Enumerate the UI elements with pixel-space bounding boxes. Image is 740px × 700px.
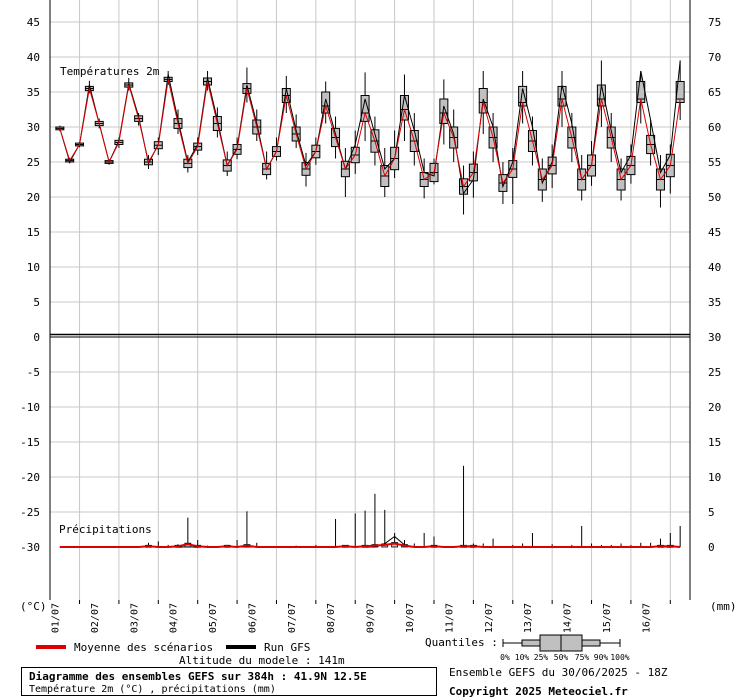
left-tick-label: 20 xyxy=(27,191,40,204)
quantile-diagram xyxy=(502,634,621,652)
quantile-tick-label: 50% xyxy=(554,653,569,662)
right-tick-label: 70 xyxy=(708,51,721,64)
left-tick-label: 45 xyxy=(27,16,40,29)
quantile-tick-label: 75% xyxy=(575,653,590,662)
date-label: 04/07 xyxy=(169,603,180,633)
date-label: 12/07 xyxy=(484,603,495,633)
left-tick-label: -15 xyxy=(20,436,40,449)
temp-box xyxy=(439,98,449,124)
left-tick-label: 15 xyxy=(27,226,40,239)
date-label: 10/07 xyxy=(405,603,416,633)
date-label: 06/07 xyxy=(247,603,258,633)
left-tick-label: -30 xyxy=(20,541,40,554)
right-tick-label: 15 xyxy=(708,436,721,449)
plot-grid xyxy=(50,0,690,600)
altitude-label: Altitude du modele : 141m xyxy=(179,654,345,667)
left-tick-label: 40 xyxy=(27,51,40,64)
copyright-label: Copyright 2025 Meteociel.fr xyxy=(449,685,628,698)
temperature-boxes xyxy=(55,60,685,215)
temp-section-label: Températures 2m xyxy=(60,65,160,78)
ensemble-label: Ensemble GEFS du 30/06/2025 - 18Z xyxy=(449,666,668,679)
right-tick-label: 0 xyxy=(708,541,715,554)
right-tick-label: 5 xyxy=(708,506,715,519)
quantile-tick-label: 90% xyxy=(594,653,609,662)
temp-box xyxy=(360,95,370,122)
left-tick-label: 10 xyxy=(27,261,40,274)
right-unit-label: (mm) xyxy=(710,600,737,613)
right-tick-label: 55 xyxy=(708,156,721,169)
quantile-tick-label: 25% xyxy=(534,653,549,662)
date-label: 02/07 xyxy=(90,603,101,633)
right-tick-label: 50 xyxy=(708,191,721,204)
right-tick-label: 45 xyxy=(708,226,721,239)
info-subtitle: Température 2m (°C) , précipitations (mm… xyxy=(29,684,276,695)
quantiles-label: Quantiles : xyxy=(425,636,498,649)
legend-gfs-label: Run GFS xyxy=(264,641,310,654)
right-tick-label: 75 xyxy=(708,16,721,29)
right-tick-label: 25 xyxy=(708,366,721,379)
left-tick-label: -25 xyxy=(20,506,40,519)
left-tick-label: 25 xyxy=(27,156,40,169)
date-label: 15/07 xyxy=(602,603,613,633)
temp-box xyxy=(518,85,528,107)
right-tick-label: 10 xyxy=(708,471,721,484)
left-tick-label: -5 xyxy=(27,366,40,379)
mean-precip-line xyxy=(59,542,681,549)
left-tick-label: -20 xyxy=(20,471,40,484)
left-tick-label: 30 xyxy=(27,121,40,134)
date-label: 01/07 xyxy=(51,603,62,633)
date-label: 11/07 xyxy=(444,603,455,633)
left-tick-label: 35 xyxy=(27,86,40,99)
legend: Moyenne des scénarios Run GFS Altitude d… xyxy=(36,634,668,698)
temp-box xyxy=(321,91,331,114)
date-label: 14/07 xyxy=(563,603,574,633)
legend-mean-label: Moyenne des scénarios xyxy=(74,641,213,654)
right-tick-label: 40 xyxy=(708,261,721,274)
quantile-tick-label: 100% xyxy=(610,653,629,662)
precipitation-marks xyxy=(59,465,681,549)
date-label: 09/07 xyxy=(366,603,377,633)
date-label: 05/07 xyxy=(208,603,219,633)
right-tick-label: 35 xyxy=(708,296,721,309)
temperature-lines xyxy=(59,60,681,195)
left-tick-label: -10 xyxy=(20,401,40,414)
precip-section-label: Précipitations xyxy=(59,523,152,536)
date-label: 03/07 xyxy=(129,603,140,633)
date-axis: 01/07 02/07 03/07 04/07 05/07 06/07 07/07 08/07… xyxy=(51,600,671,633)
left-unit-label: (°C) xyxy=(20,600,47,613)
date-label: 13/07 xyxy=(523,603,534,633)
info-box: Diagramme des ensembles GEFS sur 384h : … xyxy=(21,667,437,696)
date-label: 07/07 xyxy=(287,603,298,633)
right-tick-label: 30 xyxy=(708,331,721,344)
left-tick-label: 5 xyxy=(33,296,40,309)
date-label: 16/07 xyxy=(641,603,652,633)
info-title: Diagramme des ensembles GEFS sur 384h : … xyxy=(29,670,367,683)
plot-frame xyxy=(49,0,691,600)
quantile-tick-label: 10% xyxy=(515,653,530,662)
right-tick-label: 60 xyxy=(708,121,721,134)
right-tick-label: 65 xyxy=(708,86,721,99)
left-axis-ticks: 45 40 35 30 25 20 15 10 5 0 -5 -10 -15 -20 -25 -30 xyxy=(20,16,40,554)
date-label: 08/07 xyxy=(326,603,337,633)
quantile-tick-label: 0% xyxy=(500,653,510,662)
quantile-tick-labels: 0% 10% 25% 50% 75% 90% 100% xyxy=(500,653,630,662)
right-tick-label: 20 xyxy=(708,401,721,414)
mean-temperature-line xyxy=(59,79,681,188)
left-tick-label: 0 xyxy=(33,331,40,344)
